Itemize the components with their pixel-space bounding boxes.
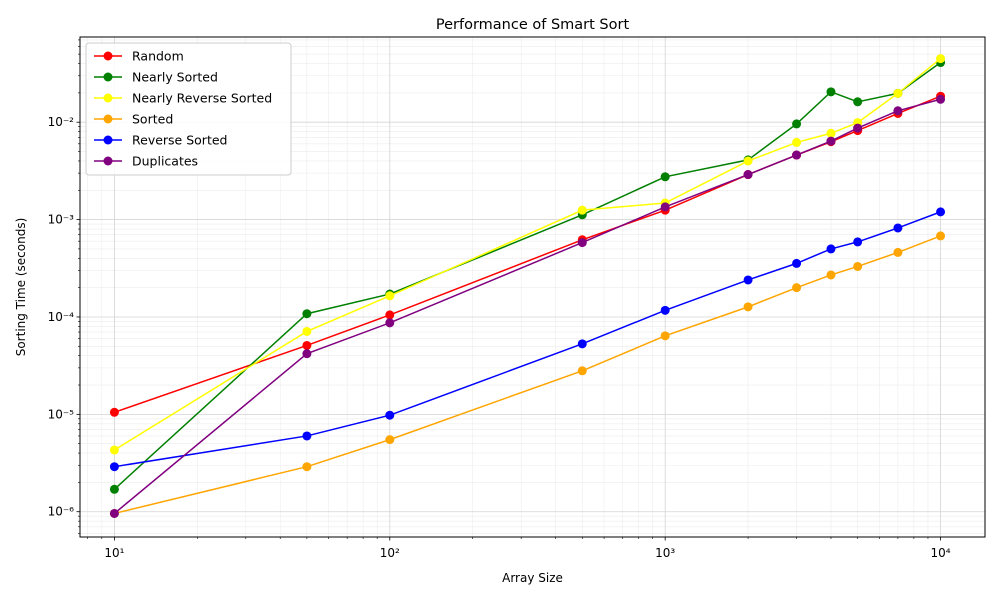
x-tick-label: 10¹ [104, 546, 124, 560]
data-point [660, 172, 670, 182]
data-point [385, 310, 395, 320]
y-tick-label: 10⁻² [48, 115, 75, 129]
data-point [660, 202, 670, 212]
data-point [792, 150, 802, 160]
data-point [660, 331, 670, 341]
data-point [385, 435, 395, 445]
data-point [936, 231, 946, 241]
data-point [302, 462, 312, 472]
data-point [826, 128, 836, 138]
data-point [853, 261, 863, 271]
legend-marker [103, 114, 113, 124]
legend-marker [103, 72, 113, 82]
legend-label: Reverse Sorted [132, 133, 227, 148]
series-nearly-reverse-sorted [109, 54, 946, 455]
data-point [792, 119, 802, 129]
data-point [936, 207, 946, 217]
data-point [893, 247, 903, 257]
legend-item: Nearly Reverse Sorted [94, 91, 272, 106]
y-tick-label: 10⁻³ [48, 213, 75, 227]
legend-box [85, 42, 292, 176]
data-point [826, 136, 836, 146]
legend-label: Nearly Reverse Sorted [132, 91, 272, 106]
data-point [577, 366, 587, 376]
data-point [109, 445, 119, 455]
legend-item: Reverse Sorted [94, 133, 227, 148]
data-point [577, 339, 587, 349]
data-point [660, 305, 670, 315]
data-point [792, 258, 802, 268]
data-point [385, 410, 395, 420]
data-point [577, 238, 587, 248]
y-axis-label: Sorting Time (seconds) [14, 218, 28, 357]
data-point [792, 283, 802, 293]
data-point [743, 275, 753, 285]
data-point [826, 244, 836, 254]
legend-label: Duplicates [132, 154, 198, 169]
data-point [577, 205, 587, 215]
series-duplicates [109, 94, 946, 518]
y-tick-label: 10⁻⁶ [48, 505, 75, 519]
data-point [743, 156, 753, 166]
data-point [743, 170, 753, 180]
x-tick-label: 10² [380, 546, 400, 560]
series-layer [109, 54, 946, 518]
data-point [109, 462, 119, 472]
data-point [302, 349, 312, 359]
data-point [385, 318, 395, 328]
data-point [743, 302, 753, 312]
legend-item: Sorted [94, 112, 173, 127]
legend-item: Duplicates [94, 154, 198, 169]
data-point [302, 431, 312, 441]
legend-label: Random [132, 49, 184, 64]
data-point [792, 137, 802, 147]
plot-area-frame [79, 36, 986, 538]
x-tick-label: 10⁴ [931, 546, 951, 560]
data-point [302, 309, 312, 319]
chart-title: Performance of Smart Sort [436, 17, 630, 33]
data-point [853, 97, 863, 107]
legend-item: Nearly Sorted [94, 70, 218, 85]
data-point [826, 270, 836, 280]
data-point [109, 484, 119, 494]
data-point [853, 123, 863, 133]
legend-marker [103, 51, 113, 61]
data-point [893, 223, 903, 233]
legend-label: Sorted [132, 112, 173, 127]
data-point [826, 87, 836, 97]
data-point [385, 291, 395, 301]
x-tick-label: 10³ [655, 546, 675, 560]
y-tick-label: 10⁻⁵ [48, 407, 75, 421]
data-point [893, 88, 903, 98]
series-sorted [109, 231, 946, 518]
legend-label: Nearly Sorted [132, 70, 218, 85]
y-tick-label: 10⁻⁴ [48, 310, 75, 324]
data-point [893, 106, 903, 116]
legend-marker [103, 156, 113, 166]
legend: Random Nearly Sorted Nearly Reverse Sorted… [85, 42, 292, 176]
data-point [853, 237, 863, 247]
data-point [936, 94, 946, 104]
data-point [109, 508, 119, 518]
legend-item: Random [94, 49, 184, 64]
data-point [302, 326, 312, 336]
x-axis-label: Array Size [502, 571, 563, 585]
data-point [109, 407, 119, 417]
axis-ticks: 10¹ 10² 10³ 10⁴ 10⁻⁶ 10⁻⁵ 10⁻⁴ 10⁻³ 10⁻² [48, 39, 951, 560]
data-point [936, 54, 946, 64]
legend-marker [103, 93, 113, 103]
data-point [302, 340, 312, 350]
series-reverse-sorted [109, 207, 946, 472]
legend-marker [103, 135, 113, 145]
